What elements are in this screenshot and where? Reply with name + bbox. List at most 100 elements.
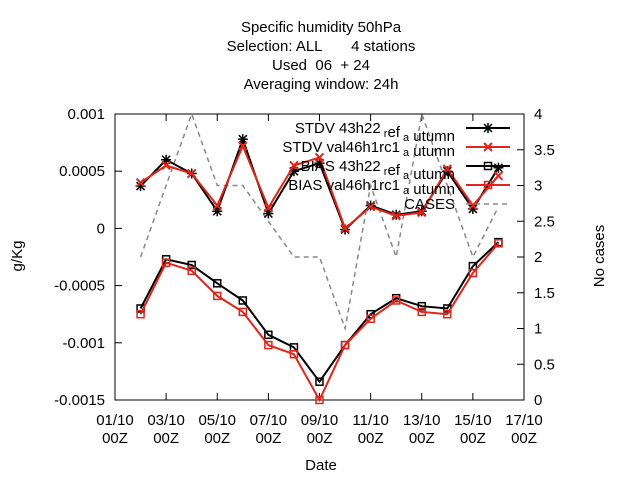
data-point [187, 260, 196, 270]
title-line-2: Selection: ALL 4 stations [227, 38, 416, 55]
data-point [417, 301, 426, 311]
data-point [366, 314, 375, 324]
data-point [417, 307, 426, 317]
legend-label-part: utumn [409, 166, 455, 183]
data-point [263, 203, 274, 213]
data-point [468, 200, 478, 211]
data-point [238, 307, 248, 317]
legend-label-part: r [381, 128, 388, 140]
title-line-4: Averaging window: 24h [244, 76, 399, 93]
legend-label-part: CASES [404, 196, 455, 213]
legend-label: STDV 43h22 ref a utumn [295, 120, 455, 145]
x-axis-label: Date [305, 457, 337, 474]
legend-label-part: a [400, 132, 410, 144]
data-point [136, 309, 145, 319]
y-tick-label: 0.001 [67, 106, 105, 123]
y-tick-label: 0.0005 [59, 163, 105, 180]
x-tick-label-time: 00Z [255, 430, 281, 447]
y2-tick-label: 4 [534, 106, 542, 123]
data-point [493, 162, 504, 173]
legend-label-part: a [400, 147, 410, 159]
data-point [315, 395, 324, 405]
x-tick-label: 07/10 [250, 412, 288, 429]
y-tick-label: -0.0015 [54, 392, 105, 409]
legend-label-part: STDV 43h22 [295, 120, 381, 137]
data-point [264, 340, 273, 350]
data-point [213, 279, 222, 288]
legend-marker [483, 161, 493, 171]
data-point [365, 201, 376, 212]
x-tick-label-time: 00Z [409, 430, 435, 447]
y2-axis-label: No cases [591, 225, 608, 288]
data-point [494, 239, 503, 248]
data-point [340, 340, 350, 350]
data-point [135, 177, 146, 188]
legend-label-part: a [400, 185, 410, 197]
y2-tick-label: 3.5 [534, 142, 555, 159]
data-point [315, 377, 324, 386]
data-point [493, 171, 504, 181]
y2-tick-label: 0 [534, 392, 542, 409]
legend-label-part: a [400, 170, 410, 182]
title-line-1: Specific humidity 50hPa [241, 19, 402, 36]
series-line [139, 242, 500, 403]
legend-label-part: BIAS 43h22 [301, 158, 381, 175]
y-tick-label: 0 [97, 220, 105, 237]
data-point [391, 296, 401, 305]
data-point [237, 134, 248, 145]
y-axis-label: g/Kg [9, 241, 26, 272]
x-tick-label-time: 00Z [102, 430, 128, 447]
data-point [213, 291, 222, 301]
y2-tick-label: 0.5 [534, 356, 555, 373]
legend-label: STDV val46h1rc1 a utumn [282, 139, 455, 160]
legend-label-part: STDV val46h1rc1 [282, 139, 400, 156]
y2-tick-label: 1.5 [534, 285, 555, 302]
legend-label-part: ef [387, 162, 400, 179]
data-point [443, 309, 452, 319]
data-point [212, 200, 222, 211]
x-tick-label-time: 00Z [153, 430, 179, 447]
legend-marker [483, 180, 493, 190]
data-point [314, 152, 325, 163]
series-line [139, 241, 500, 384]
y-tick-label: -0.0005 [54, 278, 105, 295]
y2-tick-label: 3 [534, 178, 542, 195]
data-point [264, 330, 273, 340]
data-point [391, 211, 401, 221]
x-tick-label: 01/10 [96, 412, 134, 429]
x-tick-label: 05/10 [198, 412, 236, 429]
data-point [289, 349, 299, 359]
x-tick-label-time: 00Z [204, 430, 230, 447]
x-tick-label: 15/10 [454, 412, 492, 429]
y2-tick-label: 2.5 [534, 213, 555, 230]
x-tick-label: 17/10 [505, 412, 543, 429]
series-1 [135, 141, 504, 234]
title-line-3: Used 06 + 24 [272, 57, 370, 74]
legend-label-part: BIAS val46h1rc1 [288, 177, 400, 194]
series-2 [136, 237, 503, 386]
data-point [442, 164, 453, 174]
data-point [161, 258, 171, 267]
data-point [417, 207, 427, 218]
x-tick-label-time: 00Z [460, 430, 486, 447]
legend-label-part: utumn [409, 128, 455, 145]
legend-label-part: utumn [409, 181, 455, 198]
legend-label-part: ef [387, 124, 400, 141]
legend-label-part: r [381, 166, 388, 178]
x-tick-label-time: 00Z [358, 430, 384, 447]
x-tick-label: 09/10 [301, 412, 339, 429]
y-tick-label: -0.001 [62, 335, 105, 352]
legend-marker [483, 123, 493, 133]
x-tick-label-time: 00Z [511, 430, 537, 447]
x-tick-label: 03/10 [147, 412, 185, 429]
legend-marker [483, 142, 493, 152]
data-point [468, 268, 478, 278]
legend-label: BIAS val46h1rc1 a utumn [288, 177, 455, 198]
data-point [187, 266, 196, 275]
data-point [238, 296, 248, 305]
data-point [238, 141, 248, 151]
y2-tick-label: 1 [534, 321, 542, 338]
data-point [340, 223, 350, 234]
